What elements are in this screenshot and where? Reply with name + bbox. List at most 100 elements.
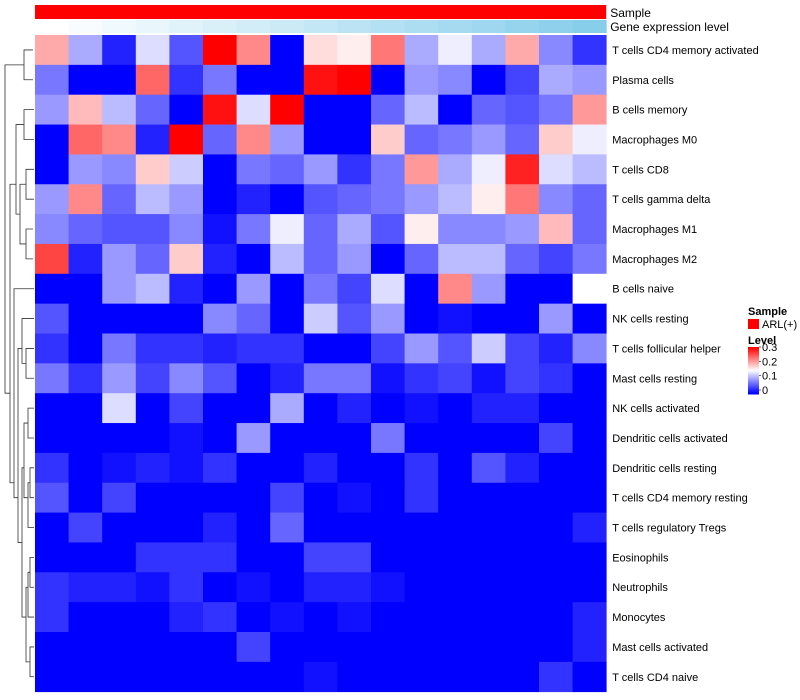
row-label: T cells CD4 memory resting xyxy=(612,493,748,505)
heatmap-cell xyxy=(270,124,305,155)
heatmap-cell xyxy=(35,572,69,603)
heatmap-cell xyxy=(236,661,271,693)
heatmap-cell xyxy=(404,363,439,394)
heatmap-cell xyxy=(471,184,506,215)
heatmap-cell xyxy=(102,124,137,155)
legend-tick-label: 0 xyxy=(762,385,768,397)
heatmap-cell xyxy=(135,482,170,513)
heatmap-cell xyxy=(203,363,237,394)
heatmap-cell xyxy=(102,512,137,543)
heatmap-cell xyxy=(68,632,103,663)
heatmap-cell xyxy=(35,184,69,215)
legend-tick-label: 0.3 xyxy=(762,342,777,354)
heatmap-cell xyxy=(303,303,338,334)
heatmap-cell xyxy=(371,184,405,215)
heatmap-cell xyxy=(337,661,372,693)
heatmap-cell xyxy=(135,35,170,66)
heatmap-cell xyxy=(35,243,69,275)
heatmap-cell xyxy=(236,632,271,663)
heatmap-cell xyxy=(68,393,103,424)
legend-gradient-step xyxy=(748,392,759,395)
heatmap-cell xyxy=(572,542,607,573)
heatmap-cell xyxy=(337,393,372,424)
heatmap-cell xyxy=(35,482,69,513)
row-label: B cells naive xyxy=(612,284,674,296)
heatmap-cell xyxy=(438,154,473,185)
heatmap-cell xyxy=(337,542,372,573)
heatmap-cell xyxy=(404,333,439,364)
heatmap-cell xyxy=(505,423,540,454)
heatmap-cell xyxy=(337,184,372,215)
heatmap-cell xyxy=(471,214,506,245)
heatmap-cell xyxy=(539,154,573,185)
heatmap-cell xyxy=(539,602,573,633)
heatmap-cell xyxy=(236,214,271,245)
heatmap-cell xyxy=(371,94,405,125)
row-label: Macrophages M0 xyxy=(612,134,697,146)
expression-annotation-cell xyxy=(572,20,607,33)
heatmap-cell xyxy=(35,423,69,454)
heatmap-cell xyxy=(371,64,405,96)
heatmap-cell xyxy=(102,602,137,633)
dendrogram-branch xyxy=(25,586,30,663)
heatmap-cell xyxy=(371,572,405,603)
heatmap-cell xyxy=(102,154,137,185)
heatmap-cell xyxy=(438,243,473,275)
dendrogram-branch xyxy=(9,183,16,484)
heatmap-cell xyxy=(505,64,540,96)
heatmap-cell xyxy=(337,94,372,125)
heatmap-cell xyxy=(169,94,204,125)
heatmap-cell xyxy=(471,154,506,185)
heatmap-cell xyxy=(236,393,271,424)
heatmap-cell xyxy=(102,64,137,96)
row-label: Monocytes xyxy=(612,612,666,624)
dendrogram-branch xyxy=(29,467,34,499)
heatmap-cell xyxy=(270,184,305,215)
heatmap-cell xyxy=(270,243,305,275)
heatmap-cell xyxy=(303,482,338,513)
heatmap-cell xyxy=(505,214,540,245)
heatmap-cell xyxy=(236,35,271,66)
heatmap-cell xyxy=(35,452,69,484)
expression-annotation-cell xyxy=(169,20,204,33)
heatmap-cell xyxy=(169,602,204,633)
heatmap-cell xyxy=(68,94,103,125)
heatmap-cell xyxy=(303,393,338,424)
heatmap-cell xyxy=(539,273,573,305)
heatmap-cell xyxy=(270,64,305,96)
legend-gradient-step xyxy=(748,384,759,387)
heatmap-cell xyxy=(337,154,372,185)
heatmap-cell xyxy=(236,94,271,125)
heatmap-cell xyxy=(471,363,506,394)
heatmap-cell xyxy=(303,214,338,245)
heatmap-cell xyxy=(505,273,540,305)
sample-annotation-bar xyxy=(35,5,607,19)
heatmap-cell xyxy=(68,124,103,155)
heatmap-cell xyxy=(438,363,473,394)
heatmap-cell xyxy=(303,542,338,573)
heatmap-cell xyxy=(371,632,405,663)
heatmap-cell xyxy=(135,661,170,693)
heatmap-cell xyxy=(505,124,540,155)
heatmap-cell xyxy=(572,184,607,215)
heatmap-cell xyxy=(236,124,271,155)
heatmap-cell xyxy=(337,572,372,603)
heatmap-cell xyxy=(270,452,305,484)
heatmap-cell xyxy=(102,542,137,573)
heatmap-cell xyxy=(371,542,405,573)
heatmap-cell xyxy=(68,273,103,305)
heatmap-cell xyxy=(270,482,305,513)
row-label: T cells CD4 naive xyxy=(612,672,698,684)
heatmap-cell xyxy=(68,542,103,573)
heatmap-cell xyxy=(236,333,271,364)
heatmap-cell xyxy=(102,273,137,305)
heatmap-cell xyxy=(169,243,204,275)
heatmap-cell xyxy=(505,632,540,663)
heatmap-cell xyxy=(572,333,607,364)
legend-gradient-step xyxy=(748,366,759,369)
heatmap-cell xyxy=(404,393,439,424)
heatmap-cell xyxy=(471,661,506,693)
legend-gradient-step xyxy=(748,391,759,394)
row-label: Neutrophils xyxy=(612,582,668,594)
heatmap-cell xyxy=(270,154,305,185)
